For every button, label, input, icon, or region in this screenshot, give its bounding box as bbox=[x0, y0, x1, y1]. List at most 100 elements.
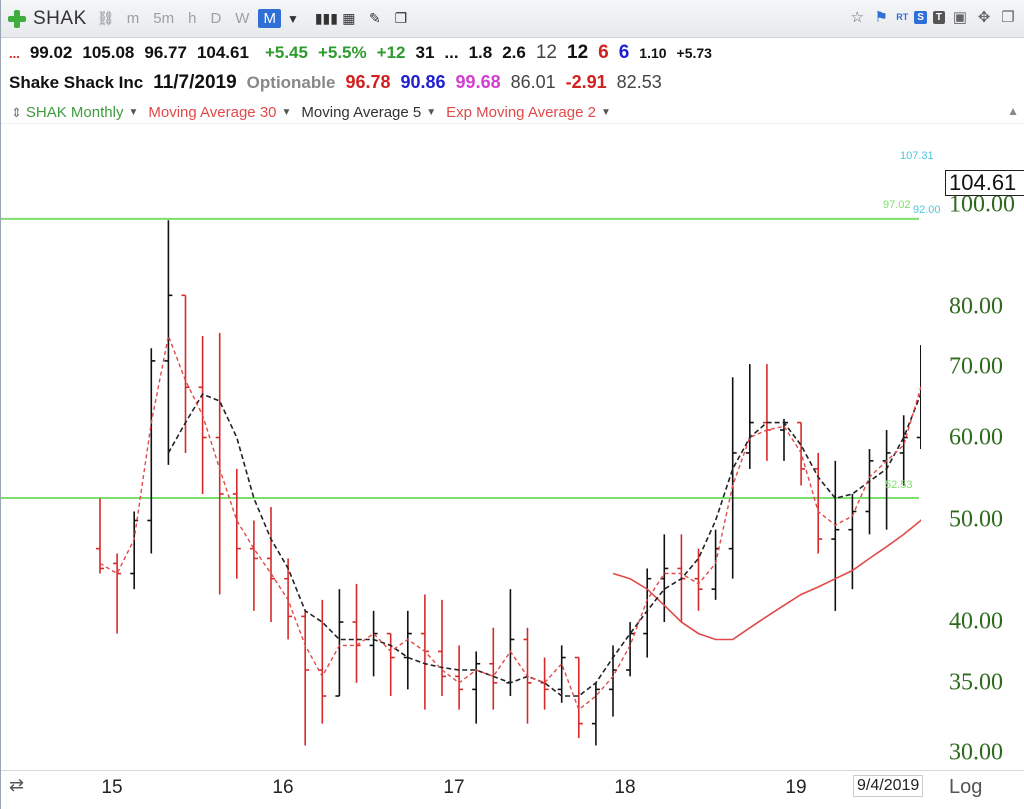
period-month[interactable]: M bbox=[258, 9, 281, 28]
s-badge[interactable]: S bbox=[914, 10, 927, 24]
ohlc-bar bbox=[472, 651, 481, 724]
ma30-line bbox=[612, 518, 921, 641]
move-icon[interactable]: ✥ bbox=[977, 9, 991, 26]
overflow-icon[interactable]: ❐ bbox=[1001, 9, 1015, 26]
info-value-3: 99.68 bbox=[455, 72, 501, 92]
t-badge[interactable]: T bbox=[932, 10, 945, 24]
drag-handle-icon[interactable]: ⇕ bbox=[11, 104, 22, 120]
y-tick-label: 35.00 bbox=[949, 669, 1003, 696]
ohlc-bar bbox=[574, 656, 583, 739]
y-tick-label: 80.00 bbox=[949, 293, 1003, 320]
study-item-shak-monthly[interactable]: SHAK Monthly ▼ bbox=[26, 104, 138, 121]
price-axis[interactable]: 100.00 80.00 70.00 60.00 50.00 40.00 35.… bbox=[921, 125, 1024, 770]
symbol-field[interactable]: SHAK bbox=[33, 7, 87, 29]
chevron-down-icon[interactable]: ▼ bbox=[128, 107, 139, 118]
chevron-down-icon[interactable]: ▼ bbox=[600, 107, 611, 118]
period-week[interactable]: W bbox=[235, 10, 250, 27]
period-dropdown-icon[interactable]: ▼ bbox=[286, 11, 299, 26]
realtime-label[interactable]: RT bbox=[896, 12, 909, 22]
chevron-down-icon[interactable]: ▼ bbox=[426, 107, 437, 118]
quote-row-info: Shake Shack Inc 11/7/2019 Optionable 96.… bbox=[1, 72, 1024, 98]
ohlc-bar bbox=[694, 548, 703, 611]
swap-icon[interactable]: ⇄ bbox=[9, 775, 25, 795]
info-value-2: 90.86 bbox=[400, 72, 446, 92]
ohlc-bar bbox=[489, 627, 498, 710]
ohlc-bar bbox=[96, 498, 104, 574]
ohlc-bar bbox=[814, 452, 823, 554]
star-icon[interactable]: ☆ bbox=[850, 9, 864, 26]
scroll-up-icon[interactable]: ▲ bbox=[1007, 104, 1019, 118]
ohlc-bar bbox=[249, 520, 258, 611]
current-date-label: 9/4/2019 bbox=[853, 775, 924, 797]
ohlc-bar bbox=[762, 364, 771, 461]
ohlc-bar bbox=[113, 553, 122, 634]
save-icon[interactable]: ▣ bbox=[952, 9, 968, 26]
company-name: Shake Shack Inc bbox=[9, 73, 144, 92]
y-tick-label: 30.00 bbox=[949, 739, 1003, 766]
note-icon[interactable]: ❐ bbox=[394, 10, 408, 26]
period-5-minute[interactable]: 5m bbox=[153, 10, 175, 27]
period-minute[interactable]: m bbox=[126, 10, 140, 27]
ohlc-bar bbox=[147, 348, 156, 554]
ohlc-bar bbox=[130, 511, 139, 590]
info-value-5: -2.91 bbox=[565, 72, 607, 92]
study-item-ma30[interactable]: Moving Average 30 ▼ bbox=[148, 104, 291, 121]
ohlc-bar bbox=[780, 418, 788, 461]
high-value: 105.08 bbox=[82, 43, 135, 62]
chevron-down-icon[interactable]: ▼ bbox=[281, 107, 292, 118]
calculator-icon[interactable]: ▦ bbox=[342, 10, 356, 26]
date-axis[interactable]: ⇄ 15 16 17 18 19 9/4/2019 Log bbox=[1, 770, 1024, 809]
link-icon[interactable]: ⛓ bbox=[96, 10, 115, 26]
ohlc-bar bbox=[369, 610, 378, 677]
last-price-box: 104.61 bbox=[945, 170, 1024, 196]
ohlc-bar bbox=[557, 645, 566, 703]
quote-value-4: 2.6 bbox=[502, 43, 526, 62]
quote-value-8: 6 bbox=[618, 42, 630, 63]
ohlc-bar bbox=[335, 589, 344, 697]
ma5-line bbox=[167, 391, 921, 697]
quote-value-9: 1.10 bbox=[639, 45, 667, 61]
ohlc-bar bbox=[215, 332, 224, 595]
draw-pencil-icon[interactable]: ✎ bbox=[368, 10, 381, 26]
x-tick-label: 18 bbox=[614, 777, 636, 798]
info-value-6: 82.53 bbox=[616, 72, 662, 92]
quote-value-5: 12 bbox=[535, 42, 557, 63]
ohlc-bar bbox=[318, 599, 327, 724]
x-tick-label: 19 bbox=[785, 777, 807, 798]
level-a-marker-label: 97.02 bbox=[883, 199, 911, 211]
y-tick-label: 70.00 bbox=[949, 353, 1003, 380]
ohlc-bar bbox=[916, 345, 921, 450]
ohlc-bar bbox=[455, 645, 464, 710]
quote-ellipsis-2: ... bbox=[444, 43, 459, 62]
study-label: Moving Average 5 bbox=[301, 104, 422, 121]
info-value-1: 96.78 bbox=[345, 72, 391, 92]
close-value: 104.61 bbox=[196, 43, 249, 62]
y-tick-label: 60.00 bbox=[949, 424, 1003, 450]
x-tick-label: 16 bbox=[272, 777, 294, 798]
ohlc-bar bbox=[386, 632, 395, 697]
ohlc-bar bbox=[848, 493, 857, 590]
ohlc-bar bbox=[591, 682, 600, 746]
change-pct-value: +5.5% bbox=[317, 43, 367, 62]
quote-value-6: 12 bbox=[567, 42, 589, 63]
ohlc-bar bbox=[267, 507, 275, 623]
ohlc-bar bbox=[831, 460, 840, 611]
study-item-ma5[interactable]: Moving Average 5 ▼ bbox=[301, 104, 436, 121]
y-tick-label: 40.00 bbox=[949, 608, 1003, 635]
add-symbol-icon[interactable] bbox=[7, 9, 27, 29]
log-scale-button[interactable]: Log bbox=[949, 776, 983, 798]
y-tick-label: 50.00 bbox=[949, 506, 1003, 533]
flag-icon[interactable]: ⚑ bbox=[874, 9, 888, 26]
bar-style-icon[interactable]: ▮▮▮ bbox=[314, 10, 338, 26]
study-item-ema2[interactable]: Exp Moving Average 2 ▼ bbox=[446, 104, 611, 121]
price-chart[interactable] bbox=[1, 125, 921, 770]
ohlc-bar bbox=[711, 529, 720, 600]
period-hour[interactable]: h bbox=[188, 10, 197, 27]
study-label: SHAK Monthly bbox=[25, 104, 124, 121]
quote-row-prices: ... 99.02 105.08 96.77 104.61 +5.45 +5.5… bbox=[1, 42, 1024, 68]
period-day[interactable]: D bbox=[210, 10, 222, 27]
study-legend: ⇕ SHAK Monthly ▼ Moving Average 30 ▼ Mov… bbox=[1, 102, 1024, 124]
toolbar-right-group: ☆ ⚑ RT S T ▣ ✥ ❐ bbox=[848, 8, 1017, 26]
ohlc-bar bbox=[643, 568, 652, 658]
